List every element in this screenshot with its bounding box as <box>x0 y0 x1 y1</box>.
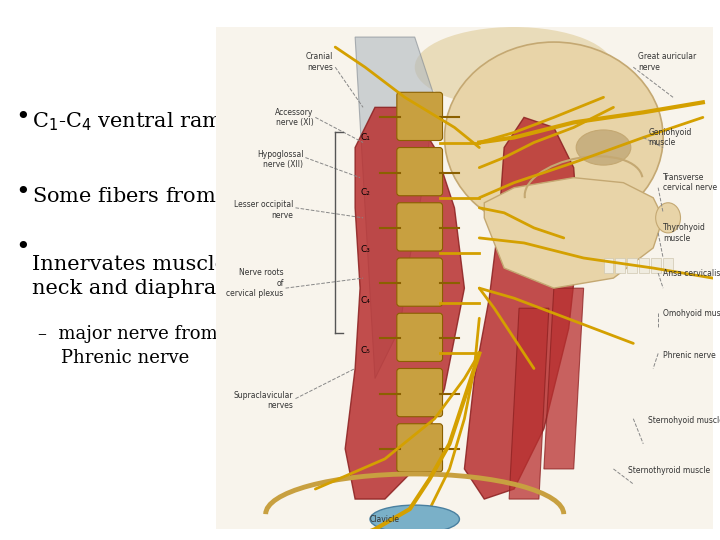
Text: Hypoglossal
nerve (XII): Hypoglossal nerve (XII) <box>257 150 303 169</box>
Text: Omohyoid muscle: Omohyoid muscle <box>663 309 720 318</box>
Text: Innervates muscles of the
neck and diaphragm: Innervates muscles of the neck and diaph… <box>32 255 306 298</box>
Text: C₃: C₃ <box>360 246 370 254</box>
Polygon shape <box>355 37 435 379</box>
Bar <box>616 258 626 273</box>
Text: Supraclavicular
nerves: Supraclavicular nerves <box>234 391 294 410</box>
Text: Cranial
nerves: Cranial nerves <box>306 52 333 72</box>
Ellipse shape <box>415 27 613 107</box>
Text: •: • <box>15 235 30 259</box>
Text: Cervical Plexus: Cervical Plexus <box>219 30 501 64</box>
Text: C$_1$-C$_4$ ventral rami: C$_1$-C$_4$ ventral rami <box>32 110 230 133</box>
FancyBboxPatch shape <box>397 258 443 306</box>
FancyBboxPatch shape <box>397 147 443 195</box>
Text: Sternothyroid muscle: Sternothyroid muscle <box>629 467 711 475</box>
Text: Phrenic nerve: Phrenic nerve <box>663 351 716 360</box>
Bar <box>651 258 661 273</box>
Ellipse shape <box>370 505 459 533</box>
Polygon shape <box>485 178 663 288</box>
Bar <box>639 258 649 273</box>
Bar <box>627 258 637 273</box>
Text: Geniohyoid
muscle: Geniohyoid muscle <box>648 128 692 147</box>
FancyBboxPatch shape <box>397 202 443 251</box>
Text: C₄: C₄ <box>360 296 370 305</box>
Text: Transverse
cervical nerve: Transverse cervical nerve <box>663 173 717 192</box>
Ellipse shape <box>656 203 680 233</box>
Ellipse shape <box>576 130 631 165</box>
Text: Some fibers from C$_5$: Some fibers from C$_5$ <box>32 185 248 207</box>
Text: Clavicle: Clavicle <box>370 515 400 524</box>
Text: Lesser occipital
nerve: Lesser occipital nerve <box>234 200 294 219</box>
Ellipse shape <box>444 42 663 233</box>
Text: •: • <box>15 180 30 204</box>
Bar <box>603 258 613 273</box>
Text: –  major nerve from plexus =
    Phrenic nerve: – major nerve from plexus = Phrenic nerv… <box>38 325 303 367</box>
Polygon shape <box>544 288 584 469</box>
Bar <box>663 258 673 273</box>
Text: C₅: C₅ <box>360 346 370 355</box>
Text: Ansa cervicalis: Ansa cervicalis <box>663 268 720 278</box>
Text: Great auricular
nerve: Great auricular nerve <box>638 52 696 72</box>
Text: C₂: C₂ <box>360 188 370 197</box>
FancyBboxPatch shape <box>397 313 443 361</box>
Text: Nerve roots
of
cervical plexus: Nerve roots of cervical plexus <box>226 268 284 298</box>
Text: Sternohyoid muscle: Sternohyoid muscle <box>648 416 720 425</box>
Text: Accessory
nerve (XI): Accessory nerve (XI) <box>275 107 313 127</box>
FancyBboxPatch shape <box>397 368 443 417</box>
Text: •: • <box>15 105 30 129</box>
Polygon shape <box>345 107 464 499</box>
FancyBboxPatch shape <box>397 92 443 140</box>
Text: C₁: C₁ <box>360 133 370 142</box>
FancyBboxPatch shape <box>397 424 443 472</box>
Polygon shape <box>464 117 579 499</box>
Text: Thyrohyoid
muscle: Thyrohyoid muscle <box>663 223 706 242</box>
Polygon shape <box>509 308 549 499</box>
